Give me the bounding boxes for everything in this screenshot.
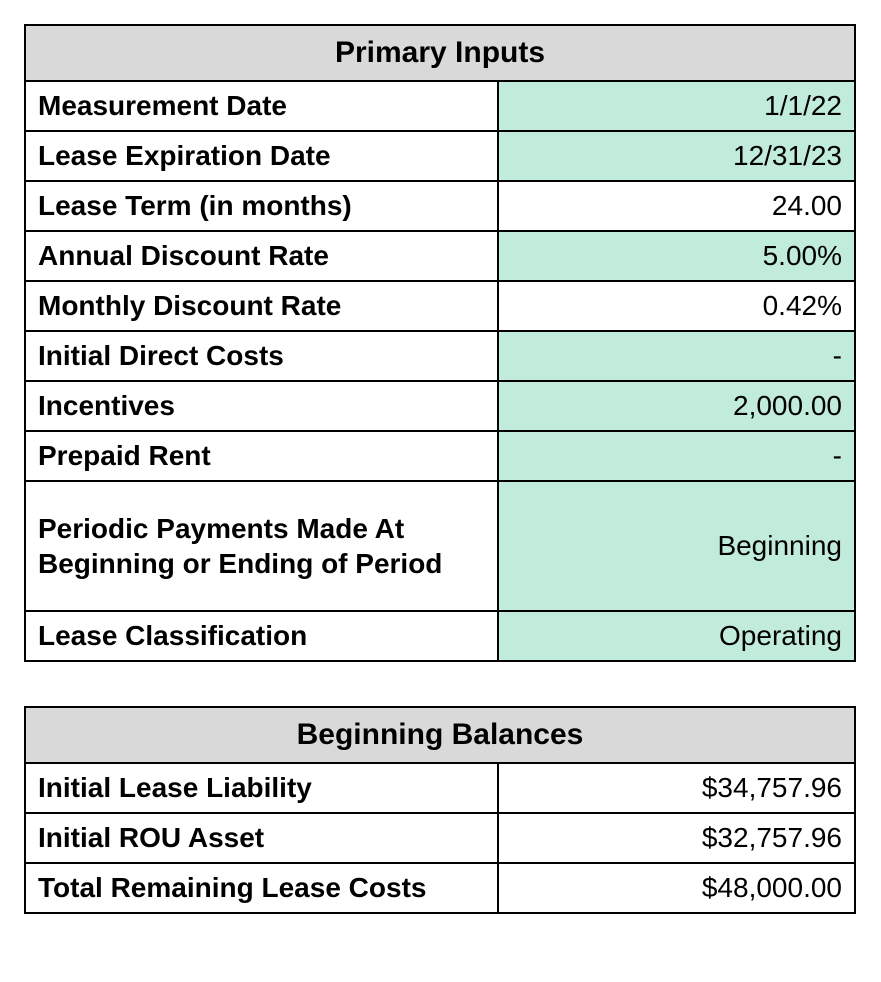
label-annual-discount: Annual Discount Rate bbox=[25, 231, 498, 281]
row-total-remaining-lease-costs: Total Remaining Lease Costs $48,000.00 bbox=[25, 863, 855, 913]
row-prepaid-rent: Prepaid Rent - bbox=[25, 431, 855, 481]
primary-inputs-header-row: Primary Inputs bbox=[25, 25, 855, 81]
label-initial-lease-liability: Initial Lease Liability bbox=[25, 763, 498, 813]
label-lease-classification: Lease Classification bbox=[25, 611, 498, 661]
label-prepaid-rent: Prepaid Rent bbox=[25, 431, 498, 481]
value-initial-direct-costs[interactable]: - bbox=[498, 331, 855, 381]
primary-inputs-header: Primary Inputs bbox=[25, 25, 855, 81]
label-measurement-date: Measurement Date bbox=[25, 81, 498, 131]
row-lease-expiration: Lease Expiration Date 12/31/23 bbox=[25, 131, 855, 181]
beginning-balances-table: Beginning Balances Initial Lease Liabili… bbox=[24, 706, 856, 914]
value-initial-lease-liability: $34,757.96 bbox=[498, 763, 855, 813]
value-monthly-discount: 0.42% bbox=[498, 281, 855, 331]
label-total-remaining-lease-costs: Total Remaining Lease Costs bbox=[25, 863, 498, 913]
row-monthly-discount: Monthly Discount Rate 0.42% bbox=[25, 281, 855, 331]
value-total-remaining-lease-costs: $48,000.00 bbox=[498, 863, 855, 913]
label-lease-expiration: Lease Expiration Date bbox=[25, 131, 498, 181]
primary-inputs-table: Primary Inputs Measurement Date 1/1/22 L… bbox=[24, 24, 856, 662]
value-incentives[interactable]: 2,000.00 bbox=[498, 381, 855, 431]
row-lease-term: Lease Term (in months) 24.00 bbox=[25, 181, 855, 231]
label-monthly-discount: Monthly Discount Rate bbox=[25, 281, 498, 331]
value-measurement-date[interactable]: 1/1/22 bbox=[498, 81, 855, 131]
value-payment-timing[interactable]: Beginning bbox=[498, 481, 855, 611]
row-initial-rou-asset: Initial ROU Asset $32,757.96 bbox=[25, 813, 855, 863]
row-initial-direct-costs: Initial Direct Costs - bbox=[25, 331, 855, 381]
value-lease-term: 24.00 bbox=[498, 181, 855, 231]
label-initial-rou-asset: Initial ROU Asset bbox=[25, 813, 498, 863]
label-payment-timing: Periodic Payments Made At Beginning or E… bbox=[25, 481, 498, 611]
value-lease-expiration[interactable]: 12/31/23 bbox=[498, 131, 855, 181]
row-measurement-date: Measurement Date 1/1/22 bbox=[25, 81, 855, 131]
row-incentives: Incentives 2,000.00 bbox=[25, 381, 855, 431]
value-lease-classification[interactable]: Operating bbox=[498, 611, 855, 661]
beginning-balances-header-row: Beginning Balances bbox=[25, 707, 855, 763]
row-annual-discount: Annual Discount Rate 5.00% bbox=[25, 231, 855, 281]
value-annual-discount[interactable]: 5.00% bbox=[498, 231, 855, 281]
row-payment-timing: Periodic Payments Made At Beginning or E… bbox=[25, 481, 855, 611]
value-initial-rou-asset: $32,757.96 bbox=[498, 813, 855, 863]
row-initial-lease-liability: Initial Lease Liability $34,757.96 bbox=[25, 763, 855, 813]
beginning-balances-header: Beginning Balances bbox=[25, 707, 855, 763]
label-incentives: Incentives bbox=[25, 381, 498, 431]
label-lease-term: Lease Term (in months) bbox=[25, 181, 498, 231]
value-prepaid-rent[interactable]: - bbox=[498, 431, 855, 481]
label-initial-direct-costs: Initial Direct Costs bbox=[25, 331, 498, 381]
row-lease-classification: Lease Classification Operating bbox=[25, 611, 855, 661]
